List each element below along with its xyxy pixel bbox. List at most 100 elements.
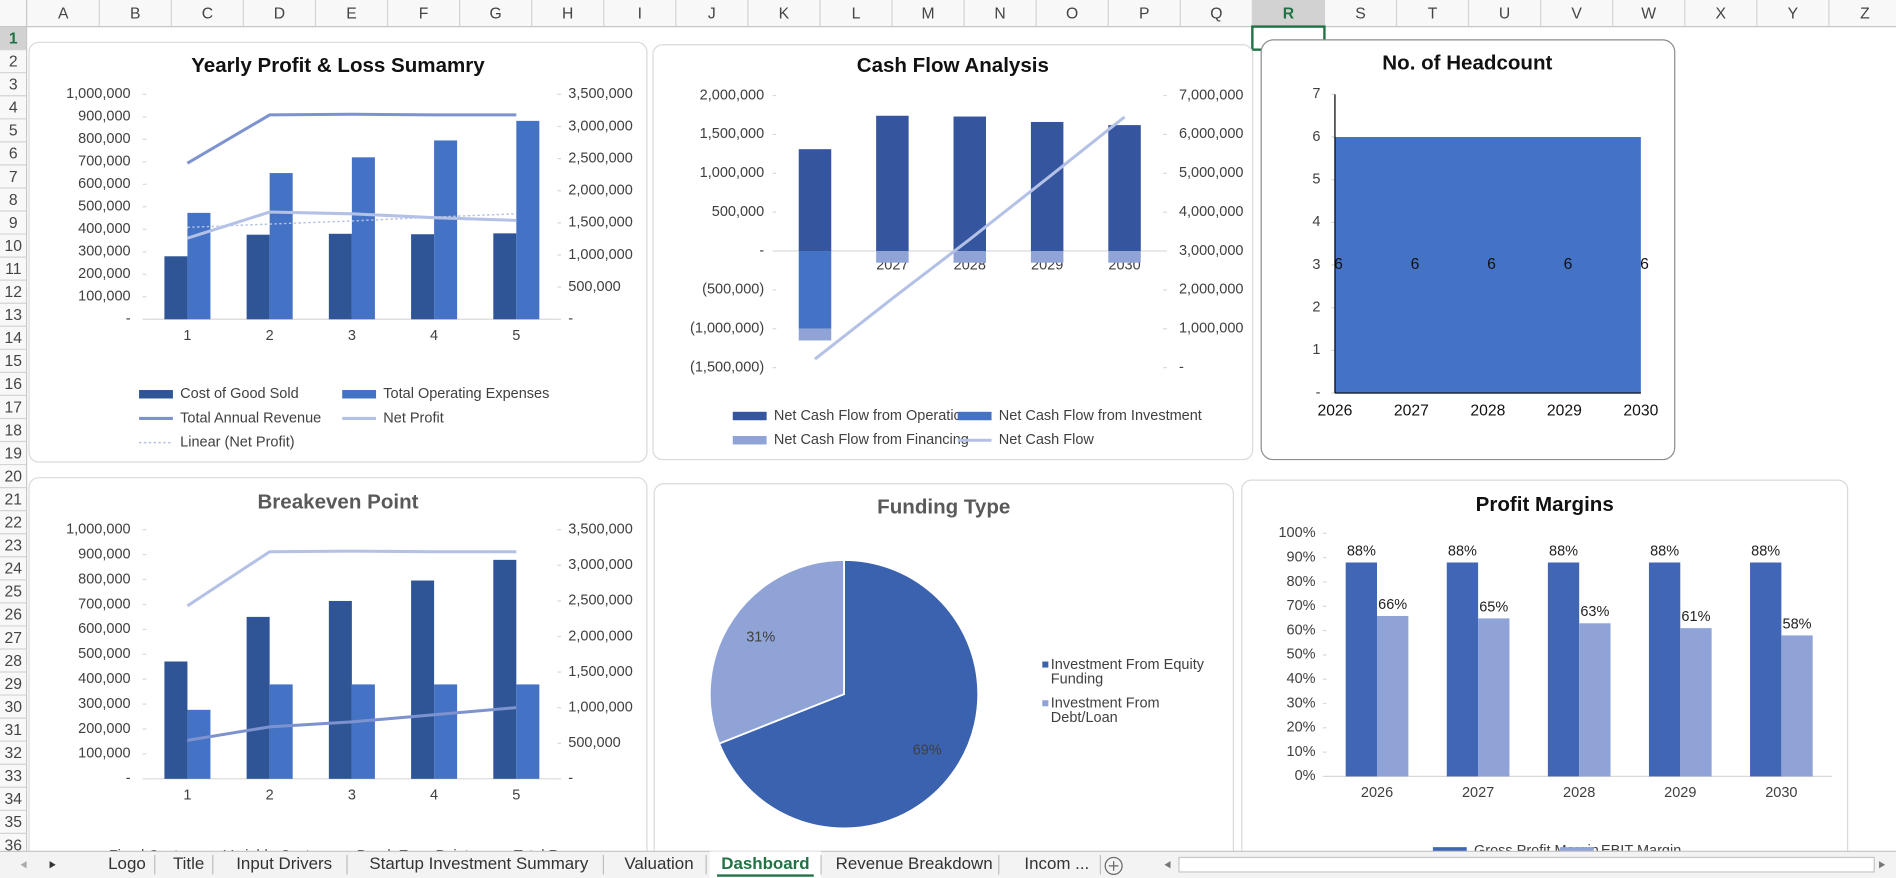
- row-header: 23: [5, 538, 23, 555]
- bar: [1108, 251, 1141, 263]
- row-header: 7: [9, 169, 18, 186]
- chart-title: Cash Flow Analysis: [857, 54, 1049, 77]
- column-header: U: [1499, 6, 1510, 23]
- column-header: H: [562, 6, 573, 23]
- axis-tick-label: 500,000: [712, 204, 764, 220]
- legend-marker: [1042, 661, 1049, 668]
- axis-tick-label: 3,500,000: [568, 86, 633, 102]
- chart-panel: [1241, 479, 1849, 878]
- axis-tick-label: 100,000: [78, 746, 130, 762]
- data-label: 88%: [1549, 543, 1578, 559]
- bar: [1108, 125, 1141, 252]
- bar: [953, 116, 987, 252]
- column-header: B: [130, 6, 140, 23]
- x-tick-label: 1: [183, 788, 191, 804]
- column-header: Q: [1210, 6, 1222, 23]
- axis-tick-label: 800,000: [78, 131, 130, 147]
- bar: [1648, 562, 1681, 777]
- sheet-tab[interactable]: Logo: [108, 854, 146, 873]
- row-header: 29: [5, 676, 22, 693]
- row-header: 8: [9, 192, 18, 209]
- row-header: 10: [5, 238, 23, 255]
- axis-tick-label: 500,000: [568, 279, 620, 295]
- bar: [269, 173, 293, 320]
- axis-tick-label: 1,500,000: [568, 215, 633, 231]
- sheet-tab[interactable]: Revenue Breakdown: [836, 854, 993, 873]
- axis-tick-label: 40%: [1287, 671, 1316, 687]
- axis-tick-label: 400,000: [78, 671, 130, 687]
- bar: [411, 580, 435, 779]
- legend-label: Net Profit: [383, 410, 443, 426]
- bar: [516, 684, 540, 779]
- tab-scroll-left: [20, 861, 27, 869]
- legend-label: Net Cash Flow: [999, 432, 1095, 448]
- bar: [1446, 562, 1479, 777]
- line: [186, 549, 517, 608]
- sheet-tab[interactable]: Incom ...: [1024, 854, 1089, 873]
- axis-tick-label: 1,500,000: [700, 126, 765, 142]
- x-tick-label: 2026: [1317, 402, 1352, 419]
- axis-tick-label: 20%: [1287, 720, 1316, 736]
- column-header: A: [58, 6, 69, 23]
- axis-tick-label: 90%: [1287, 549, 1316, 565]
- axis-tick-label: -: [568, 311, 573, 327]
- sheet-tab[interactable]: Input Drivers: [236, 854, 332, 873]
- sheet-tab[interactable]: Valuation: [624, 854, 693, 873]
- bar: [351, 684, 375, 779]
- row-header: 32: [5, 745, 22, 762]
- sheet-tab[interactable]: Dashboard: [721, 854, 809, 873]
- row-header: 20: [5, 468, 23, 485]
- bar: [798, 328, 832, 341]
- axis-tick-label: 1,000,000: [66, 522, 131, 538]
- row-header: 12: [5, 284, 22, 301]
- column-header: X: [1716, 6, 1727, 23]
- row-header: 35: [5, 814, 23, 831]
- column-header: N: [994, 6, 1005, 23]
- axis-tick-label: 10%: [1287, 744, 1316, 760]
- axis-tick-label: 400,000: [78, 221, 130, 237]
- hscroll-right: [1879, 861, 1886, 869]
- column-header: J: [708, 6, 716, 23]
- bar: [1579, 623, 1611, 777]
- sheet-tab[interactable]: Startup Investment Summary: [369, 854, 588, 873]
- axis-tick-label: 50%: [1287, 647, 1316, 663]
- legend-marker: [1042, 700, 1049, 707]
- axis-tick-label: (500,000): [702, 282, 764, 298]
- legend-marker: [732, 411, 767, 421]
- row-header: 19: [5, 445, 22, 462]
- area: [1334, 137, 1641, 394]
- row-header: 16: [5, 376, 23, 393]
- bar: [1030, 251, 1064, 263]
- row-header: 9: [9, 215, 18, 232]
- add-sheet-button[interactable]: [1104, 856, 1123, 875]
- bar: [798, 149, 832, 252]
- axis-tick-label: 3,000,000: [1179, 243, 1244, 259]
- axis-tick-label: 900,000: [78, 109, 130, 125]
- column-header: G: [490, 6, 502, 23]
- axis-tick-label: (1,500,000): [690, 359, 764, 375]
- legend-marker: [342, 390, 377, 399]
- sheet-tab[interactable]: Title: [173, 854, 204, 873]
- data-label: 61%: [1681, 609, 1710, 625]
- bar: [411, 234, 435, 320]
- chart-title: Breakeven Point: [257, 491, 418, 514]
- axis-tick-label: 1,000,000: [1179, 321, 1244, 337]
- legend-label: Linear (Net Profit): [180, 434, 294, 450]
- line: [186, 112, 517, 165]
- bar: [187, 212, 211, 320]
- data-label: 31%: [746, 629, 775, 645]
- axis-tick-label: 200,000: [78, 721, 130, 737]
- bar: [1547, 562, 1580, 777]
- axis-tick-label: 4: [1312, 214, 1320, 230]
- bar: [434, 684, 458, 779]
- data-label: 65%: [1479, 599, 1508, 615]
- bar: [187, 709, 211, 779]
- column-header: Y: [1788, 6, 1799, 23]
- column-header: T: [1428, 6, 1438, 23]
- row-header: 17: [5, 399, 22, 416]
- axis-tick-label: 60%: [1287, 622, 1316, 638]
- row-header: 14: [5, 330, 23, 347]
- row-header: 21: [5, 492, 22, 509]
- bar: [1377, 615, 1409, 777]
